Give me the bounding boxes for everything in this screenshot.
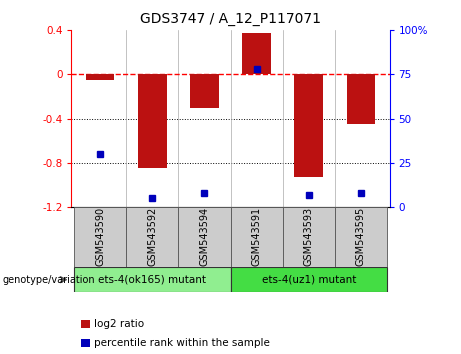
Bar — [74, 267, 230, 292]
Text: GDS3747 / A_12_P117071: GDS3747 / A_12_P117071 — [140, 12, 321, 27]
Text: GSM543593: GSM543593 — [304, 206, 314, 266]
Text: percentile rank within the sample: percentile rank within the sample — [94, 338, 270, 348]
Bar — [86, 74, 114, 80]
Text: GSM543595: GSM543595 — [356, 206, 366, 266]
Text: GSM543592: GSM543592 — [147, 206, 157, 266]
Bar — [126, 207, 178, 267]
Bar — [190, 74, 219, 108]
Text: GSM543594: GSM543594 — [200, 206, 209, 266]
Bar — [230, 207, 283, 267]
Bar — [178, 207, 230, 267]
Bar — [74, 207, 126, 267]
Text: ets-4(uz1) mutant: ets-4(uz1) mutant — [261, 275, 356, 285]
Bar — [347, 74, 375, 124]
Text: genotype/variation: genotype/variation — [2, 275, 95, 285]
Bar — [138, 74, 166, 169]
Bar — [242, 33, 271, 74]
Bar — [230, 267, 387, 292]
Bar — [81, 339, 90, 347]
Text: ets-4(ok165) mutant: ets-4(ok165) mutant — [98, 275, 206, 285]
Bar — [295, 74, 323, 177]
Text: GSM543590: GSM543590 — [95, 206, 105, 266]
Text: GSM543591: GSM543591 — [252, 206, 261, 266]
Bar — [81, 320, 90, 327]
Text: log2 ratio: log2 ratio — [94, 319, 144, 329]
Bar — [283, 207, 335, 267]
Bar — [335, 207, 387, 267]
